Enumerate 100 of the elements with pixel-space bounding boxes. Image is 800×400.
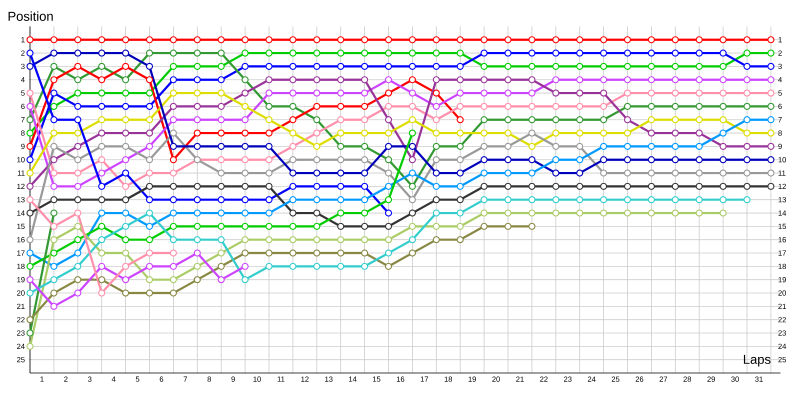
point xyxy=(408,76,416,84)
point xyxy=(600,142,608,150)
point xyxy=(170,236,177,244)
point xyxy=(337,249,344,257)
point xyxy=(361,36,368,44)
point xyxy=(313,102,320,110)
point xyxy=(74,62,82,70)
y-axis-title: Position xyxy=(8,11,53,21)
point xyxy=(480,36,488,44)
point xyxy=(218,209,225,217)
point xyxy=(265,116,273,124)
point xyxy=(408,196,416,204)
point xyxy=(528,102,536,110)
point xyxy=(170,76,177,84)
point xyxy=(26,249,34,257)
point xyxy=(648,62,655,70)
point xyxy=(408,142,416,150)
point xyxy=(696,209,703,217)
point xyxy=(672,90,679,97)
point xyxy=(672,156,679,164)
point xyxy=(624,142,632,150)
point xyxy=(265,249,273,257)
point xyxy=(528,62,536,70)
point xyxy=(743,102,751,110)
point xyxy=(456,142,464,150)
point xyxy=(146,90,154,97)
point xyxy=(743,196,751,204)
point xyxy=(289,156,296,164)
point xyxy=(146,62,154,70)
point xyxy=(480,76,488,84)
point xyxy=(50,142,58,150)
point xyxy=(170,102,177,110)
point xyxy=(313,182,320,190)
point xyxy=(26,130,34,137)
point xyxy=(432,196,440,204)
point xyxy=(528,170,536,177)
point xyxy=(122,156,130,164)
point xyxy=(218,142,225,150)
point xyxy=(170,209,177,217)
point xyxy=(528,36,536,44)
point xyxy=(242,156,249,164)
point xyxy=(432,236,440,244)
point xyxy=(265,62,273,70)
point xyxy=(696,142,703,150)
point xyxy=(528,90,536,97)
point xyxy=(600,76,608,84)
point xyxy=(432,170,440,177)
point xyxy=(672,102,679,110)
point xyxy=(767,156,774,164)
point xyxy=(456,62,464,70)
point xyxy=(313,170,320,177)
point xyxy=(456,236,464,244)
point xyxy=(408,222,416,230)
point xyxy=(361,90,368,97)
point xyxy=(408,249,416,257)
point xyxy=(648,209,655,217)
point xyxy=(265,130,273,137)
point xyxy=(50,262,58,270)
point xyxy=(552,182,560,190)
point xyxy=(218,276,225,284)
point xyxy=(384,76,392,84)
point xyxy=(456,116,464,124)
point xyxy=(720,130,727,137)
point xyxy=(456,156,464,164)
point xyxy=(218,249,225,257)
point xyxy=(122,276,130,284)
point xyxy=(122,236,130,244)
point xyxy=(98,142,106,150)
point xyxy=(504,209,512,217)
point xyxy=(361,62,368,70)
point xyxy=(98,130,106,137)
point xyxy=(672,130,679,137)
point xyxy=(170,36,177,44)
point xyxy=(648,130,655,137)
point xyxy=(384,209,392,217)
point xyxy=(408,182,416,190)
point xyxy=(194,249,201,257)
x-axis-title: Laps xyxy=(744,354,770,366)
point xyxy=(74,102,82,110)
point xyxy=(74,182,82,190)
point xyxy=(648,36,655,44)
point xyxy=(313,142,320,150)
point xyxy=(600,156,608,164)
point xyxy=(648,142,655,150)
point xyxy=(720,182,727,190)
point xyxy=(146,170,154,177)
point xyxy=(242,170,249,177)
point xyxy=(26,50,34,57)
point xyxy=(194,62,201,70)
point xyxy=(696,182,703,190)
point xyxy=(26,142,34,150)
point xyxy=(480,196,488,204)
point xyxy=(146,209,154,217)
point xyxy=(218,50,225,57)
point xyxy=(361,170,368,177)
point xyxy=(696,116,703,124)
point xyxy=(624,50,632,57)
point xyxy=(194,76,201,84)
point xyxy=(528,222,536,230)
point xyxy=(648,116,655,124)
